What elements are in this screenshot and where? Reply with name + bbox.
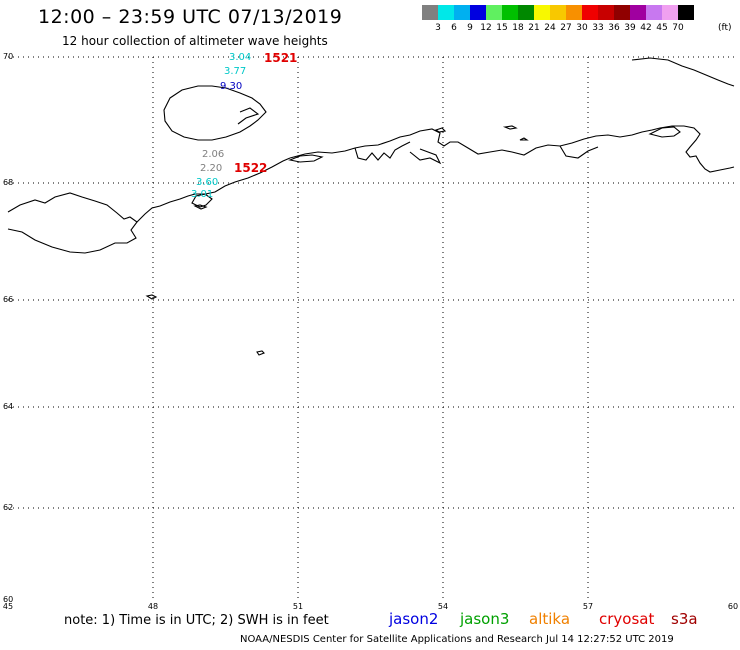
legend-swatch-label: 70 [672, 23, 684, 33]
coastline [7, 57, 735, 356]
latitude-label: 62 [3, 503, 14, 512]
legend-swatch [422, 5, 438, 20]
footer-note: note: 1) Time is in UTC; 2) SWH is in fe… [64, 613, 329, 628]
coast-inlet-1 [354, 141, 411, 161]
legend-swatch-label: 33 [592, 23, 604, 33]
footer-credit: NOAA/NESDIS Center for Satellite Applica… [240, 634, 674, 645]
legend-swatch [662, 5, 678, 20]
legend-swatch-label: 6 [451, 23, 457, 33]
legend-swatch [630, 5, 646, 20]
legend-swatch [518, 5, 534, 20]
swh-value: 3.04 [229, 52, 252, 63]
satellite-jason2: jason2 [389, 610, 439, 628]
swh-value: 3.01 [191, 189, 214, 200]
legend-swatch [598, 5, 614, 20]
latitude-label: 64 [3, 402, 14, 411]
legend-swatch-label: 30 [576, 23, 588, 33]
legend-swatch [646, 5, 662, 20]
legend-swatch-label: 36 [608, 23, 620, 33]
legend-swatch-label: 45 [656, 23, 668, 33]
legend-swatch-label: 21 [528, 23, 540, 33]
coast-inlet-2 [409, 148, 442, 165]
dolgy-island [288, 154, 324, 163]
map-subtitle: 12 hour collection of altimeter wave hei… [62, 34, 328, 48]
tiny-islet-2 [519, 137, 529, 141]
swh-value: 2.06 [202, 149, 225, 160]
longitude-label: 60 [727, 602, 739, 611]
legend-swatch-label: 15 [496, 23, 508, 33]
swh-value: 2.20 [200, 163, 223, 174]
satellite-cryosat: cryosat [599, 610, 655, 628]
legend-swatch [454, 5, 470, 20]
swh-value: 9.30 [220, 81, 243, 92]
legend-swatch [550, 5, 566, 20]
longitude-label: 45 [2, 602, 14, 611]
legend-swatch-label: 39 [624, 23, 636, 33]
latitude-label: 66 [3, 295, 14, 304]
pechora-coast [289, 125, 735, 173]
legend-swatch [534, 5, 550, 20]
small-island-2 [145, 294, 158, 300]
kolguev-island [163, 85, 267, 141]
kolguev-spit [237, 107, 260, 125]
small-island-3 [256, 350, 265, 356]
longitude-label: 57 [582, 602, 594, 611]
swh-value: 3.77 [224, 66, 247, 77]
legend-swatch-label: 3 [435, 23, 441, 33]
track-id-label: 1522 [234, 161, 268, 175]
small-island-1 [193, 204, 208, 210]
swh-value: 3.60 [196, 177, 219, 188]
legend-swatch-label: 42 [640, 23, 652, 33]
legend-swatch [502, 5, 518, 20]
vaygach-island [648, 126, 681, 138]
east-coast-inlet [559, 145, 599, 159]
graticule [8, 56, 734, 600]
latitude-label: 70 [3, 52, 14, 61]
legend-unit: (ft) [718, 23, 732, 33]
legend-swatch-label: 9 [467, 23, 473, 33]
legend-swatch-label: 18 [512, 23, 524, 33]
tiny-islet-1 [502, 125, 518, 130]
tiny-islet-3 [434, 127, 447, 133]
legend-swatch-label: 12 [480, 23, 492, 33]
latitude-label: 60 [3, 595, 14, 604]
legend-swatch [438, 5, 454, 20]
legend-swatch-label: 24 [544, 23, 556, 33]
legend-swatch [614, 5, 630, 20]
longitude-label: 48 [147, 602, 159, 611]
legend-swatch [486, 5, 502, 20]
color-legend [422, 5, 694, 20]
satellite-jason3: jason3 [460, 610, 510, 628]
legend-swatch [678, 5, 694, 20]
satellite-s3a: s3a [671, 610, 698, 628]
satellite-altika: altika [529, 610, 571, 628]
longitude-label: 51 [292, 602, 304, 611]
latitude-label: 68 [3, 178, 14, 187]
longitude-label: 54 [437, 602, 449, 611]
mainland-coast [7, 192, 138, 254]
novaya-zemlya-coast [631, 57, 735, 87]
legend-swatch [582, 5, 598, 20]
map-title: 12:00 – 23:59 UTC 07/13/2019 [38, 6, 343, 28]
legend-swatch-label: 27 [560, 23, 572, 33]
legend-swatch [470, 5, 486, 20]
track-id-label: 1521 [264, 51, 298, 65]
legend-swatch [566, 5, 582, 20]
